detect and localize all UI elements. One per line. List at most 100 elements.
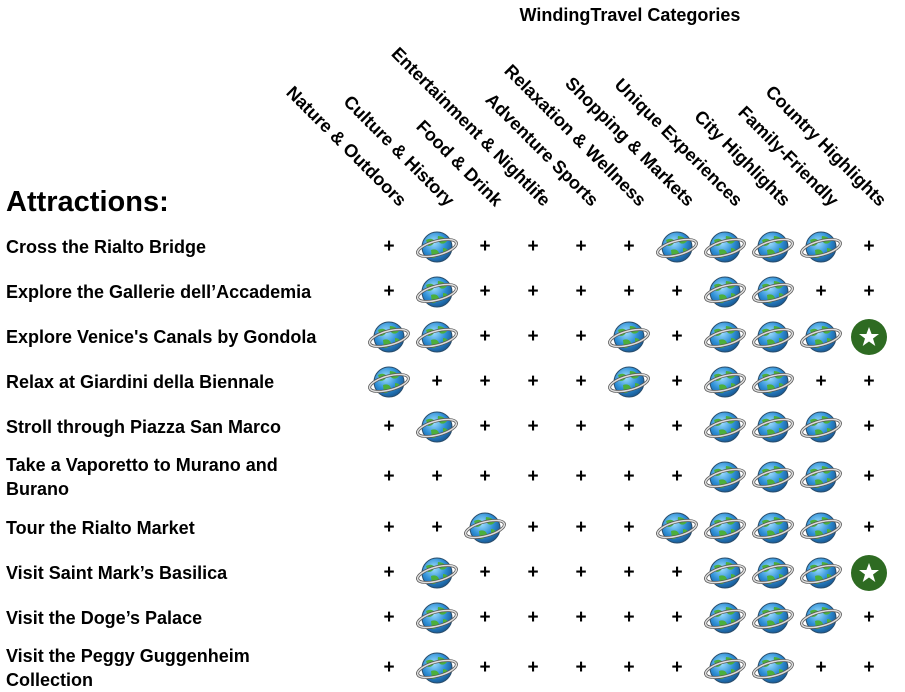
star-icon bbox=[848, 554, 890, 592]
plus-mark: + bbox=[671, 657, 683, 678]
plus-mark: + bbox=[527, 466, 539, 487]
globe-icon bbox=[800, 228, 842, 266]
plus-mark: + bbox=[623, 607, 635, 628]
attraction-name: Visit the Doge’s Palace bbox=[6, 608, 203, 628]
plus-mark: + bbox=[383, 607, 395, 628]
plus-mark: + bbox=[527, 326, 539, 347]
plus-mark: + bbox=[431, 371, 443, 392]
plus-mark: + bbox=[527, 562, 539, 583]
plus-mark: + bbox=[527, 236, 539, 257]
plus-mark: + bbox=[863, 236, 875, 257]
globe-icon bbox=[608, 363, 650, 401]
plus-mark: + bbox=[383, 416, 395, 437]
plus-mark: + bbox=[479, 562, 491, 583]
plus-mark: + bbox=[575, 607, 587, 628]
plus-mark: + bbox=[815, 371, 827, 392]
plus-mark: + bbox=[863, 416, 875, 437]
plus-mark: + bbox=[527, 517, 539, 538]
plus-mark: + bbox=[383, 466, 395, 487]
plus-mark: + bbox=[623, 466, 635, 487]
globe-icon bbox=[464, 509, 506, 547]
attraction-name: Tour the Rialto Market bbox=[6, 518, 195, 538]
plus-mark: + bbox=[623, 236, 635, 257]
plus-mark: + bbox=[671, 607, 683, 628]
plus-mark: + bbox=[575, 281, 587, 302]
globe-icon bbox=[416, 408, 458, 446]
plus-mark: + bbox=[431, 466, 443, 487]
globe-icon bbox=[608, 318, 650, 356]
attraction-name: Stroll through Piazza San Marco bbox=[6, 417, 282, 437]
attraction-name: Visit Saint Mark’s Basilica bbox=[6, 563, 228, 583]
plus-mark: + bbox=[863, 607, 875, 628]
globe-icon bbox=[416, 318, 458, 356]
plus-mark: + bbox=[479, 371, 491, 392]
globe-icon bbox=[416, 649, 458, 687]
plus-mark: + bbox=[383, 657, 395, 678]
plus-mark: + bbox=[383, 281, 395, 302]
plus-mark: + bbox=[479, 416, 491, 437]
attraction-name: Take a Vaporetto to Murano and Burano bbox=[6, 455, 278, 499]
plus-mark: + bbox=[575, 371, 587, 392]
plus-mark: + bbox=[863, 371, 875, 392]
plus-mark: + bbox=[863, 466, 875, 487]
globe-icon bbox=[752, 318, 794, 356]
plus-mark: + bbox=[575, 657, 587, 678]
attraction-name: Relax at Giardini della Biennale bbox=[6, 372, 275, 392]
globe-icon bbox=[752, 363, 794, 401]
globe-icon bbox=[416, 273, 458, 311]
plus-mark: + bbox=[431, 517, 443, 538]
globe-icon bbox=[416, 228, 458, 266]
globe-icon bbox=[752, 408, 794, 446]
row-heading: Attractions: bbox=[6, 186, 169, 218]
globe-icon bbox=[752, 649, 794, 687]
plus-mark: + bbox=[575, 466, 587, 487]
plus-mark: + bbox=[671, 371, 683, 392]
globe-icon bbox=[704, 458, 746, 496]
plus-mark: + bbox=[479, 236, 491, 257]
plus-mark: + bbox=[623, 416, 635, 437]
plus-mark: + bbox=[527, 371, 539, 392]
globe-icon bbox=[656, 228, 698, 266]
plus-mark: + bbox=[575, 562, 587, 583]
globe-icon bbox=[752, 599, 794, 637]
plus-mark: + bbox=[575, 326, 587, 347]
globe-icon bbox=[704, 554, 746, 592]
globe-icon bbox=[704, 509, 746, 547]
star-icon bbox=[848, 318, 890, 356]
globe-icon bbox=[704, 649, 746, 687]
attraction-name: Explore Venice's Canals by Gondola bbox=[6, 327, 317, 347]
plus-mark: + bbox=[479, 607, 491, 628]
plus-mark: + bbox=[575, 236, 587, 257]
plus-mark: + bbox=[479, 326, 491, 347]
attraction-name: Cross the Rialto Bridge bbox=[6, 237, 207, 257]
globe-icon bbox=[800, 509, 842, 547]
globe-icon bbox=[800, 458, 842, 496]
plus-mark: + bbox=[671, 416, 683, 437]
plus-mark: + bbox=[383, 562, 395, 583]
globe-icon bbox=[704, 318, 746, 356]
globe-icon bbox=[800, 599, 842, 637]
categories-title: WindingTravel Categories bbox=[519, 5, 741, 25]
plus-mark: + bbox=[671, 326, 683, 347]
plus-mark: + bbox=[527, 607, 539, 628]
globe-icon bbox=[704, 273, 746, 311]
plus-mark: + bbox=[479, 281, 491, 302]
globe-icon bbox=[752, 273, 794, 311]
plus-mark: + bbox=[383, 517, 395, 538]
attraction-name: Explore the Gallerie dell’Accademia bbox=[6, 282, 312, 302]
plus-mark: + bbox=[671, 562, 683, 583]
plus-mark: + bbox=[623, 281, 635, 302]
plus-mark: + bbox=[383, 236, 395, 257]
globe-icon bbox=[752, 509, 794, 547]
plus-mark: + bbox=[623, 562, 635, 583]
globe-icon bbox=[752, 458, 794, 496]
globe-icon bbox=[800, 554, 842, 592]
attraction-name: Visit the Peggy Guggenheim Collection bbox=[6, 646, 250, 690]
globe-icon bbox=[704, 228, 746, 266]
plus-mark: + bbox=[575, 416, 587, 437]
plus-mark: + bbox=[527, 657, 539, 678]
globe-icon bbox=[704, 408, 746, 446]
globe-icon bbox=[416, 554, 458, 592]
globe-icon bbox=[752, 228, 794, 266]
